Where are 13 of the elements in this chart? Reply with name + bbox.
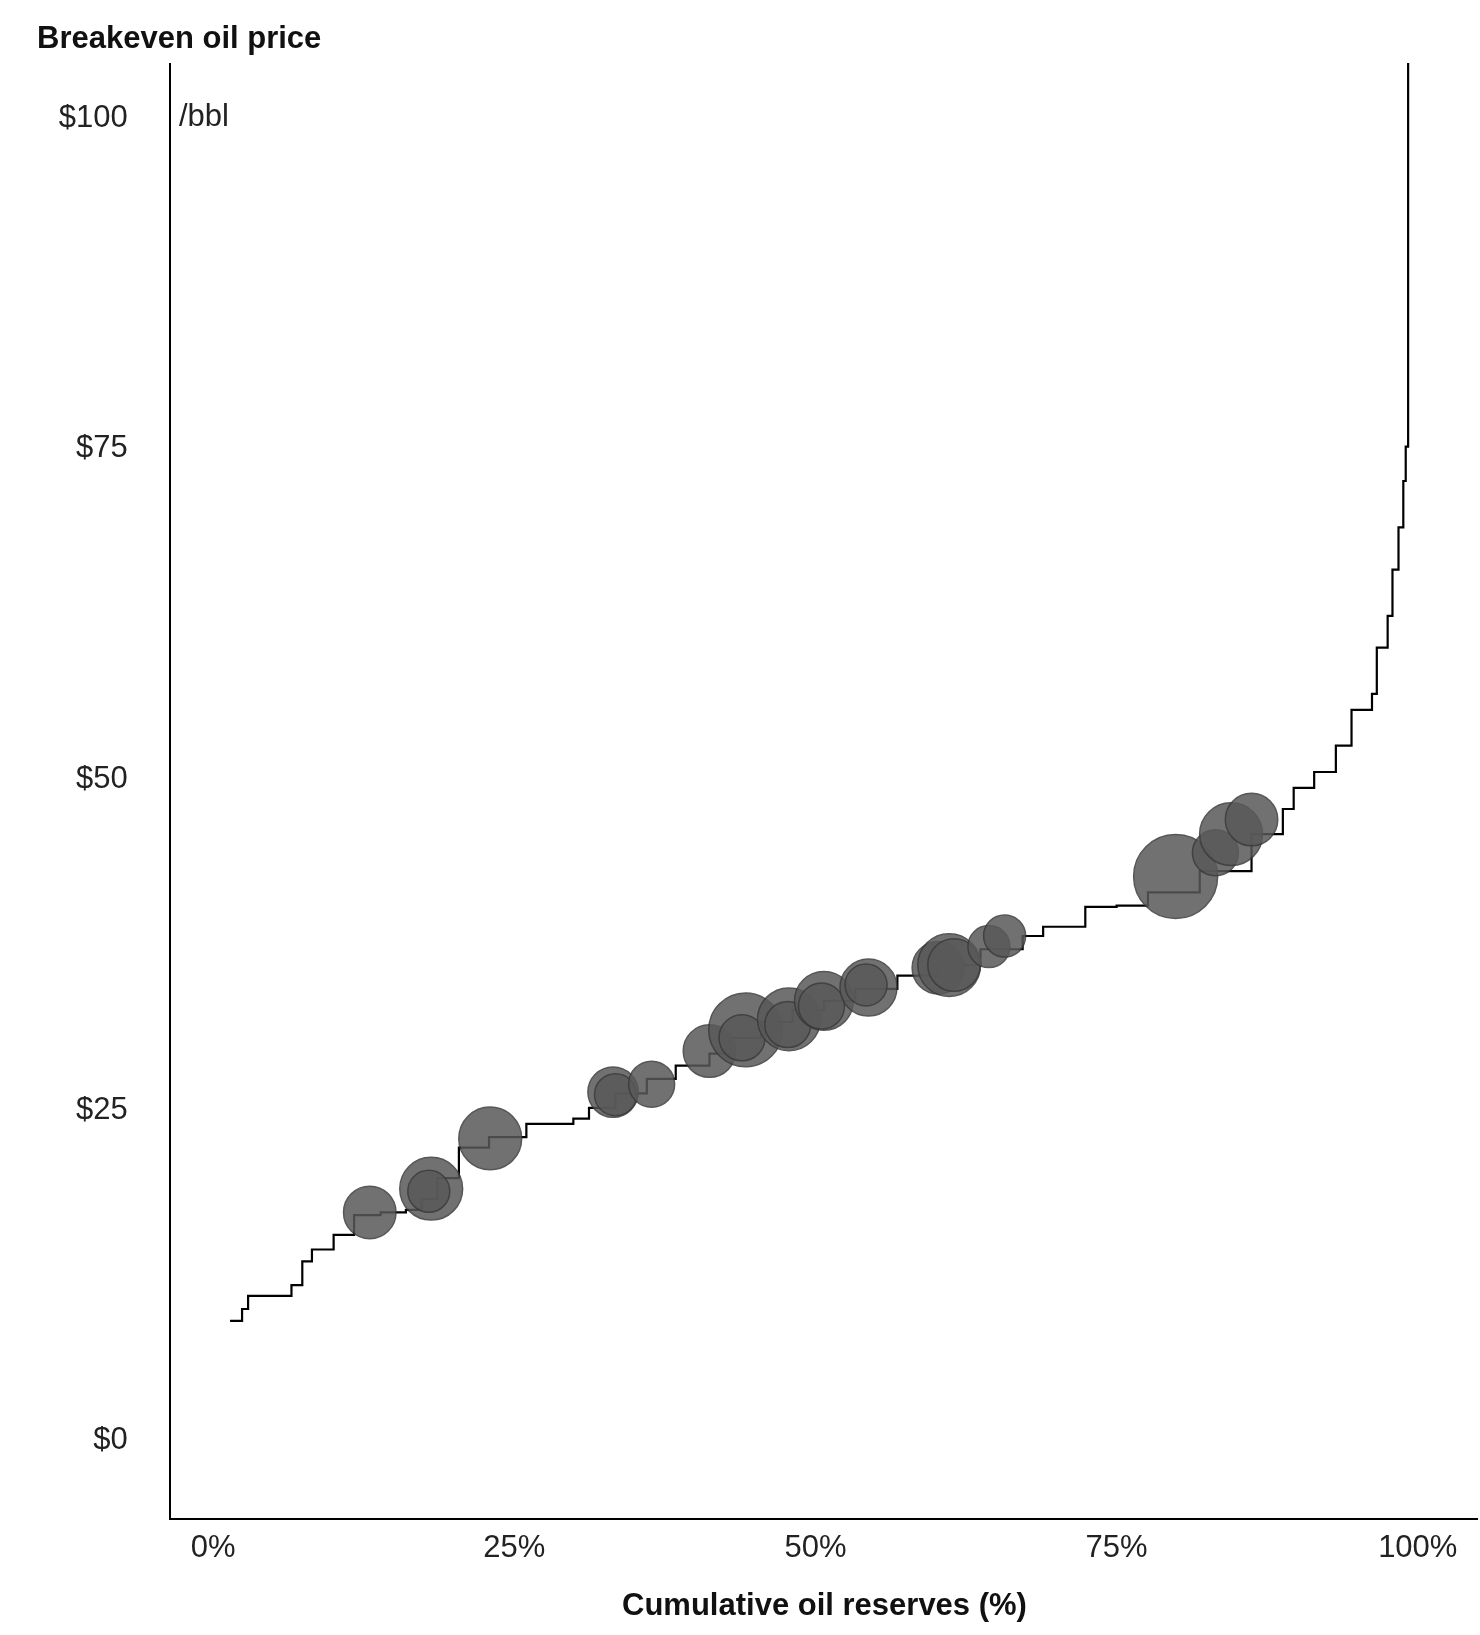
x-tick-label: 25% (483, 1529, 546, 1565)
x-tick-label: 100% (1378, 1529, 1458, 1565)
chart-title: Breakeven oil price (37, 20, 322, 56)
y-tick-label: $0 (93, 1421, 128, 1457)
y-tick-label: $50 (76, 760, 128, 796)
annotation: /bbl (179, 98, 229, 133)
y-tick-label: $100 (58, 98, 128, 134)
x-axis-title: Cumulative oil reserves (%) (622, 1586, 1027, 1622)
x-tick-label: 0% (190, 1529, 236, 1565)
x-tick-label: 50% (784, 1529, 847, 1565)
y-tick-label: $75 (76, 429, 128, 465)
x-tick-label: 75% (1085, 1529, 1148, 1565)
y-tick-label: $25 (76, 1090, 128, 1126)
